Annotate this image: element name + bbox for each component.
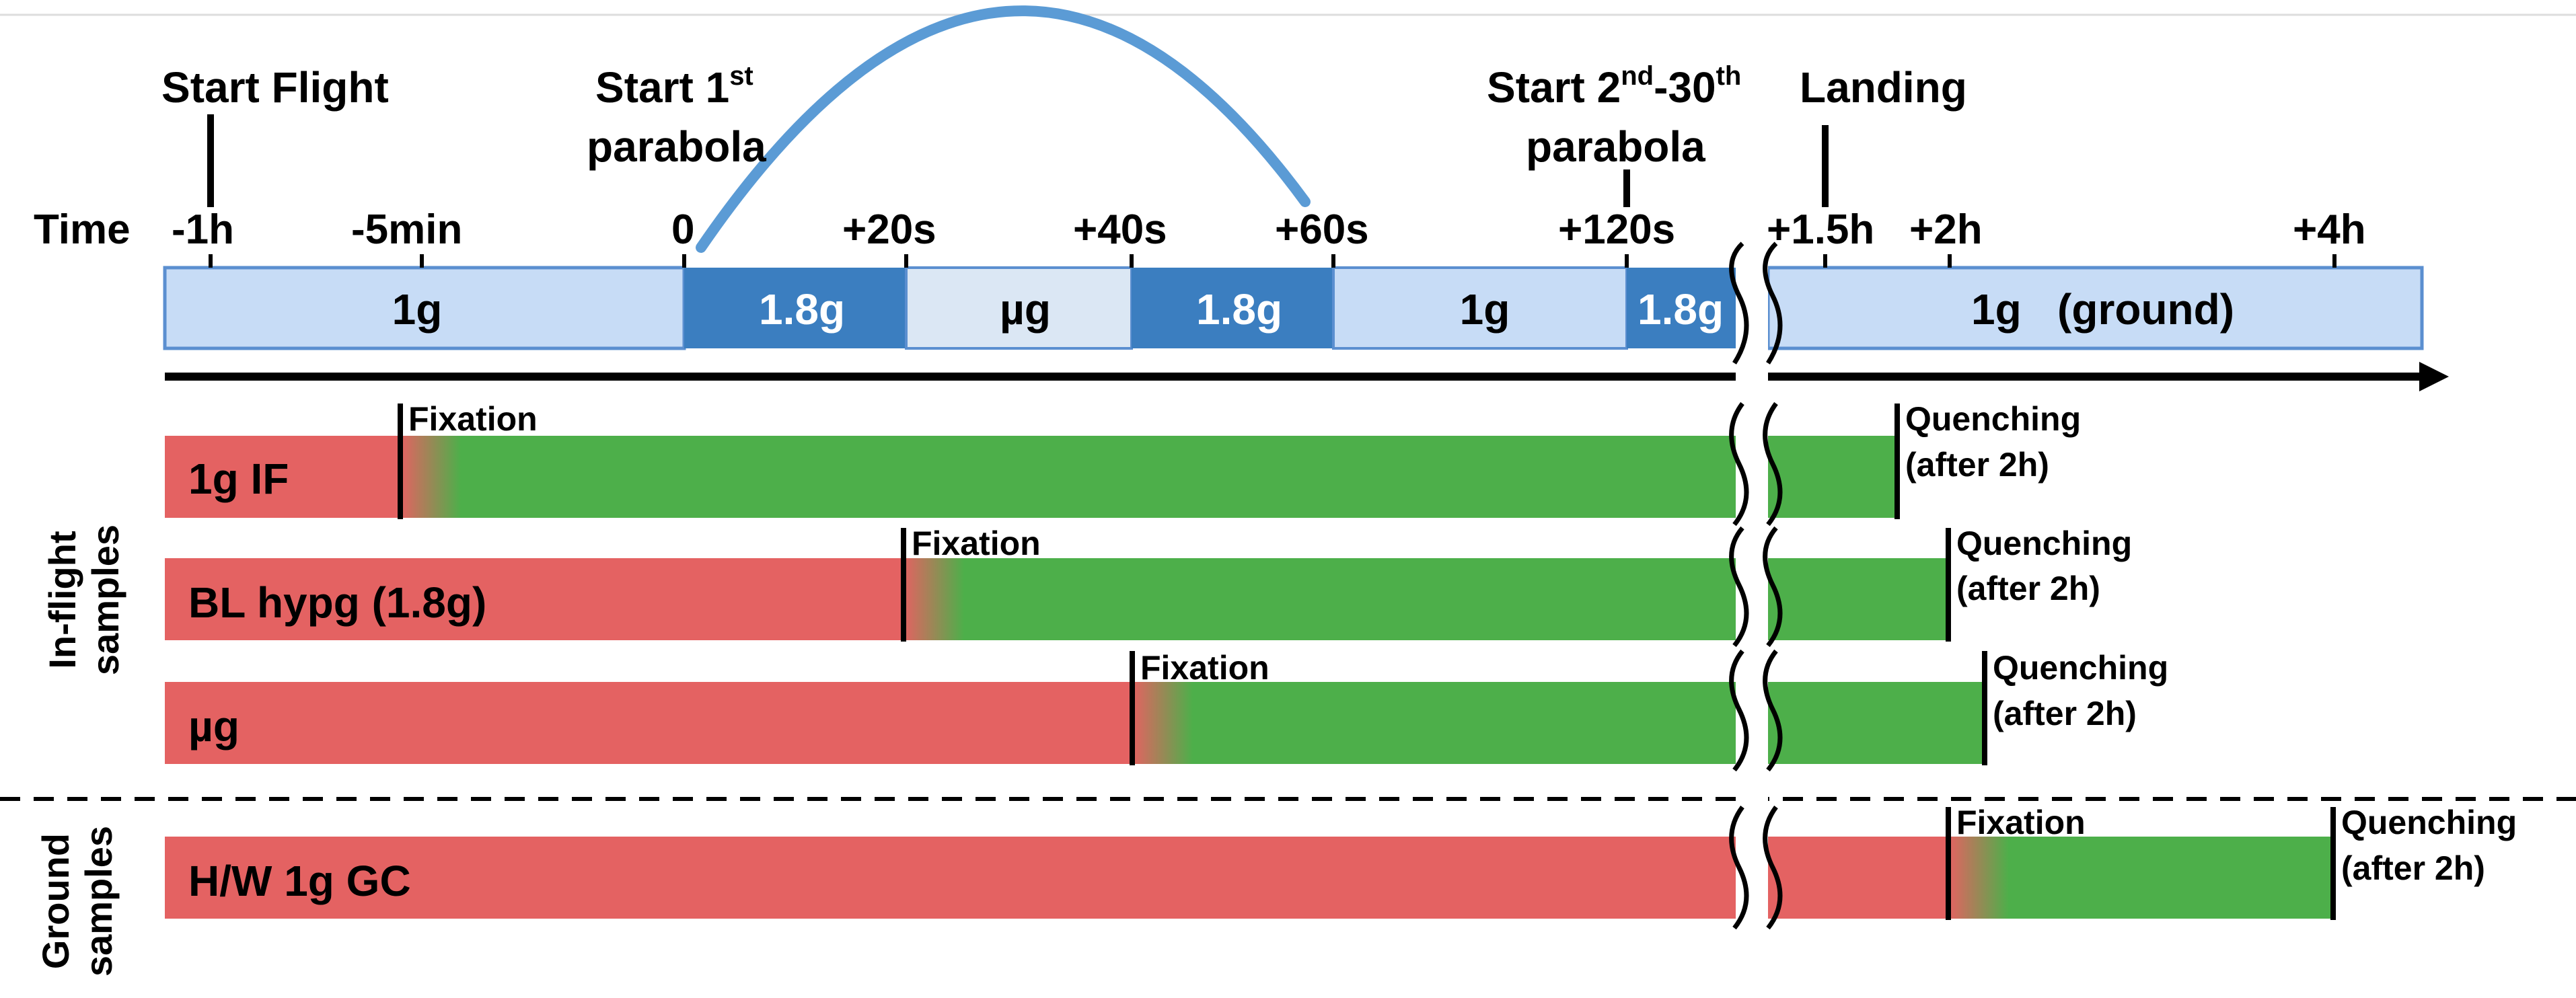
event-start-first-parabola-line2: parabola xyxy=(587,122,766,171)
quenching-label: Quenching xyxy=(1993,649,2168,687)
event-start-multi-parabola-line2: parabola xyxy=(1526,122,1705,171)
segment-label-1g-b: 1g xyxy=(1460,285,1510,334)
segment-label-1-8g-b: 1.8g xyxy=(1196,285,1282,334)
fixation-label: Fixation xyxy=(1140,649,1269,687)
sample-label: 1g IF xyxy=(188,455,289,503)
sample-bar-fixation-fade xyxy=(904,558,964,640)
group-label-ground: Ground xyxy=(34,833,77,969)
tick-minus-5min: -5min xyxy=(351,206,462,253)
quenching-sublabel: (after 2h) xyxy=(1905,446,2049,484)
event-landing: Landing xyxy=(1800,63,1967,112)
sample-row-bl-hypergravity: BL hypg (1.8g) Fixation Quenching (after… xyxy=(165,525,2132,642)
segment-label-1g: 1g xyxy=(392,285,443,334)
fixation-label: Fixation xyxy=(408,400,538,438)
time-arrow-head xyxy=(2419,362,2449,391)
tick-plus-4h: +4h xyxy=(2293,206,2366,253)
tick-plus-40s: +40s xyxy=(1073,206,1167,253)
sample-bar-fixation-fade xyxy=(400,436,461,518)
quenching-label: Quenching xyxy=(1905,400,2081,438)
tick-plus-1-5h: +1.5h xyxy=(1767,206,1874,253)
event-start-multi-parabola: Start 2nd-30th xyxy=(1487,61,1741,112)
sample-bar-pre-fixation xyxy=(165,682,1132,764)
segment-1g-preflight xyxy=(163,266,686,350)
sample-bar-pre-fixation xyxy=(165,436,400,518)
segment-label-1g-ground: 1g (ground) xyxy=(1971,285,2234,334)
sample-bar-post-fixation xyxy=(1193,682,1985,764)
sample-label: H/W 1g GC xyxy=(188,857,411,905)
sample-bar-post-fixation xyxy=(461,436,1897,518)
fixation-label: Fixation xyxy=(1956,804,2086,841)
sample-label: BL hypg (1.8g) xyxy=(188,578,486,627)
axis-break xyxy=(1729,241,1783,930)
segment-hypergravity-injection xyxy=(684,268,906,348)
segment-hypergravity-repeat xyxy=(1627,268,1736,348)
segment-hypergravity-pullout xyxy=(1132,268,1333,348)
sample-bar-fixation-fade xyxy=(1948,837,2009,919)
sample-row-microgravity: µg Fixation Quenching (after 2h) xyxy=(165,649,2168,765)
axis-break-wave-right xyxy=(1763,241,1783,930)
tick-minus-1h: -1h xyxy=(172,206,234,253)
tick-plus-2h: +2h xyxy=(1909,206,1983,253)
sample-row-ground-control: H/W 1g GC Fixation Quenching (after 2h) xyxy=(165,804,2517,920)
segment-label-1-8g-c: 1.8g xyxy=(1637,285,1724,334)
sample-bar-pre-fixation xyxy=(165,558,904,640)
sample-bar-post-fixation xyxy=(964,558,1948,640)
group-label-ground-2: samples xyxy=(77,826,120,976)
quenching-sublabel: (after 2h) xyxy=(1956,570,2100,607)
tick-plus-20s: +20s xyxy=(842,206,936,253)
quenching-sublabel: (after 2h) xyxy=(1993,695,2137,732)
quenching-label: Quenching xyxy=(1956,525,2132,562)
parabola-curve xyxy=(696,5,1311,253)
time-tick-marks xyxy=(209,254,2336,268)
tick-zero: 0 xyxy=(671,206,694,253)
sample-bar-pre-fixation xyxy=(165,837,1948,919)
segment-microgravity xyxy=(905,266,1133,350)
sample-label: µg xyxy=(188,702,240,751)
group-label-inflight: In-flight xyxy=(41,531,83,668)
fixation-label: Fixation xyxy=(912,525,1041,562)
quenching-label: Quenching xyxy=(2341,804,2517,841)
segment-1g-between xyxy=(1332,266,1628,350)
gravity-phase-bar: 1g 1.8g µg 1.8g 1g 1.8g 1g (ground) xyxy=(163,266,2424,350)
tick-plus-120s: +120s xyxy=(1558,206,1675,253)
event-start-flight: Start Flight xyxy=(161,63,389,112)
sample-bar-post-fixation xyxy=(2009,837,2333,919)
quenching-sublabel: (after 2h) xyxy=(2341,849,2485,887)
time-axis-label: Time xyxy=(34,206,131,253)
segment-label-microgravity: µg xyxy=(1000,285,1051,334)
axis-break-wave-left xyxy=(1729,241,1749,930)
segment-label-1-8g-a: 1.8g xyxy=(759,285,845,334)
sample-row-1g-inflight: 1g IF Fixation Quenching (after 2h) xyxy=(165,400,2081,519)
event-start-first-parabola: Start 1st xyxy=(595,61,753,112)
segment-1g-ground xyxy=(1766,266,2424,350)
sample-bar-fixation-fade xyxy=(1132,682,1193,764)
tick-plus-60s: +60s xyxy=(1275,206,1369,253)
group-label-inflight-2: samples xyxy=(84,525,126,675)
